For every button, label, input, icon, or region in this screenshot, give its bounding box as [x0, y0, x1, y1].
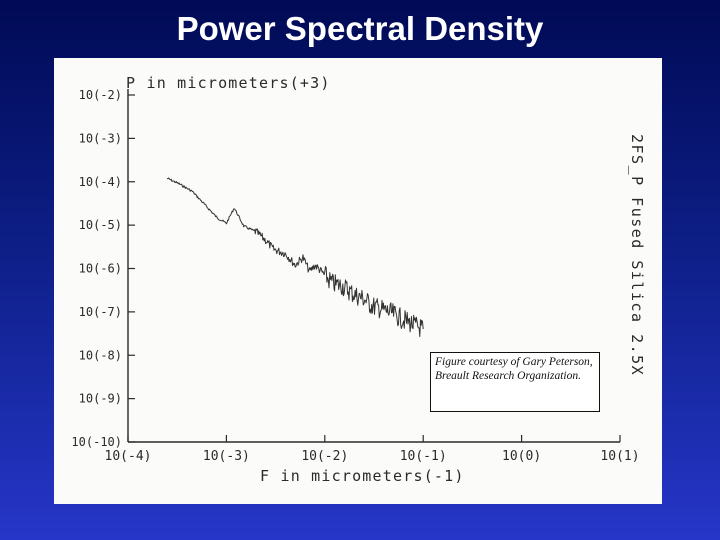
- y-tick-label: 10(-7): [79, 305, 122, 319]
- psd-series-line: [166, 177, 424, 337]
- x-tick-label: 10(-1): [400, 449, 447, 464]
- psd-chart: 10(-2) 10(-3) 10(-4) 10(-5) 10(-6) 10(-7) 10(-…: [71, 74, 646, 485]
- side-label: 2FS_P Fused Silica 2.5X: [628, 134, 646, 376]
- x-tick-label: 10(-3): [203, 449, 250, 464]
- x-tick-label: 10(1): [600, 449, 639, 464]
- y-axis-title: P in micrometers(+3): [126, 74, 331, 92]
- x-tick-label: 10(-2): [301, 449, 348, 464]
- x-tick-label: 10(-4): [105, 449, 152, 464]
- y-tick-label: 10(-3): [79, 131, 122, 145]
- slide-title: Power Spectral Density: [176, 10, 544, 47]
- figure-credit: Figure courtesy of Gary Peterson, Breaul…: [430, 352, 600, 412]
- y-tick-label: 10(-10): [71, 435, 122, 449]
- y-tick-label: 10(-9): [79, 392, 122, 406]
- y-tick-label: 10(-2): [79, 88, 122, 102]
- y-tick-label: 10(-4): [79, 175, 122, 189]
- x-axis-title: F in micrometers(-1): [260, 467, 465, 485]
- y-tick-label: 10(-5): [79, 218, 122, 232]
- x-tick-label: 10(0): [502, 449, 541, 464]
- psd-figure: 10(-2) 10(-3) 10(-4) 10(-5) 10(-6) 10(-7) 10(-…: [54, 58, 662, 504]
- y-tick-label: 10(-6): [79, 262, 122, 276]
- y-tick-label: 10(-8): [79, 348, 122, 362]
